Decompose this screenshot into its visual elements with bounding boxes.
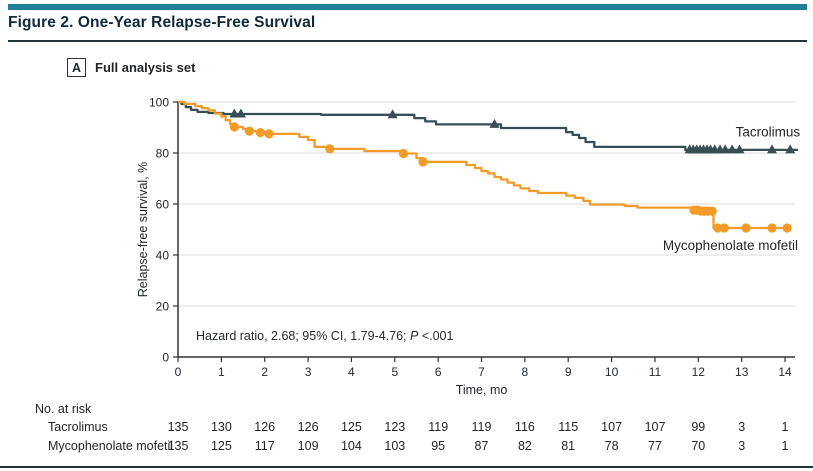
x-tick-label: 6 [435,365,442,379]
risk-value: 107 [644,420,666,434]
censor-marker-circle [767,223,777,233]
censor-marker-triangle [785,144,796,154]
risk-row-label: Mycophenolate mofetil [48,439,174,453]
risk-value: 125 [340,420,362,434]
censor-marker-circle [741,223,751,233]
censor-marker-circle [719,223,729,233]
hazard-ratio-annotation: Hazard ratio, 2.68; 95% CI, 1.79-4.76; P… [196,329,454,343]
risk-value: 1 [781,420,789,434]
censor-marker-triangle [489,118,500,128]
tacrolimus-curve [178,100,798,152]
x-tick-label: 4 [348,365,355,379]
y-axis-title: Relapse-free survival, % [136,162,150,297]
y-tick-label: 20 [156,300,170,314]
x-axis-title: Time, mo [456,383,508,397]
risk-value: 95 [431,439,446,453]
risk-value: 135 [167,439,189,453]
x-tick-label: 11 [649,365,662,379]
censor-marker-triangle [235,108,246,118]
risk-value: 126 [297,420,319,434]
censor-marker-circle [264,129,274,139]
risk-value: 119 [471,420,492,434]
risk-value: 82 [517,439,532,453]
censor-marker-triangle [229,108,240,118]
y-tick-label: 100 [149,96,169,110]
risk-value: 3 [738,439,746,453]
title-divider [8,40,807,42]
censor-marker-circle [325,144,335,154]
risk-value: 77 [648,439,662,453]
x-tick-label: 3 [305,365,312,379]
censor-marker-triangle [720,144,731,154]
y-tick-label: 40 [156,249,170,263]
x-tick-label: 10 [605,365,619,379]
censor-marker-circle [255,128,265,138]
figure-accent-bar [8,4,807,10]
risk-value: 125 [210,439,232,453]
risk-value: 116 [514,420,535,434]
x-tick-label: 12 [692,365,706,379]
x-tick-label: 8 [522,365,529,379]
x-tick-label: 2 [261,365,268,379]
panel-title: Full analysis set [95,60,196,75]
risk-value: 135 [167,420,189,434]
censor-marker-circle [229,122,239,132]
x-tick-label: 0 [175,365,182,379]
censor-marker-circle [244,126,255,136]
risk-value: 103 [384,439,406,453]
x-tick-label: 14 [778,365,792,379]
censor-marker-circle [707,206,717,216]
series-label-tacrolimus: Tacrolimus [736,124,801,139]
y-tick-label: 60 [156,198,170,212]
risk-value: 126 [254,420,276,434]
risk-value: 109 [297,439,319,453]
risk-table: No. at risk Tacrolimus 135 130 126 126 125 123… [0,402,813,464]
x-tick-label: 1 [218,365,225,379]
risk-table-header: No. at risk [35,402,92,416]
risk-value: 1 [781,439,789,453]
censor-marker-circle [713,223,723,233]
risk-value: 117 [254,439,275,453]
panel-header: A Full analysis set [67,58,195,77]
censor-marker-circle [418,157,428,167]
risk-value: 87 [474,439,489,453]
x-tick-label: 9 [565,365,572,379]
figure-title: Figure 2. One-Year Relapse-Free Survival [8,14,316,31]
censor-marker-triangle [387,109,398,119]
risk-value: 99 [691,420,706,434]
risk-row-label: Tacrolimus [48,420,108,434]
risk-value: 119 [428,420,449,434]
risk-value: 78 [604,439,619,453]
risk-value: 104 [340,439,362,453]
censor-marker-circle [782,223,792,233]
risk-value: 115 [558,420,579,434]
series-label-mycophenolate-mofetil: Mycophenolate mofetil [663,238,798,253]
x-tick-label: 13 [735,365,749,379]
censor-marker-triangle [767,144,777,154]
risk-value: 3 [738,420,746,434]
x-tick-label: 7 [478,365,485,379]
risk-value: 107 [601,420,623,434]
censor-marker-triangle [727,144,738,154]
risk-value: 123 [384,420,406,434]
panel-label: A [67,58,86,77]
y-tick-label: 80 [156,147,170,161]
bottom-divider [0,466,813,468]
risk-value: 70 [691,439,706,453]
risk-value: 81 [561,439,576,453]
y-tick-label: 0 [162,351,169,365]
censor-marker-circle [398,148,409,159]
censor-marker-triangle [734,144,745,154]
x-tick-label: 5 [391,365,398,379]
risk-value: 130 [210,420,232,434]
